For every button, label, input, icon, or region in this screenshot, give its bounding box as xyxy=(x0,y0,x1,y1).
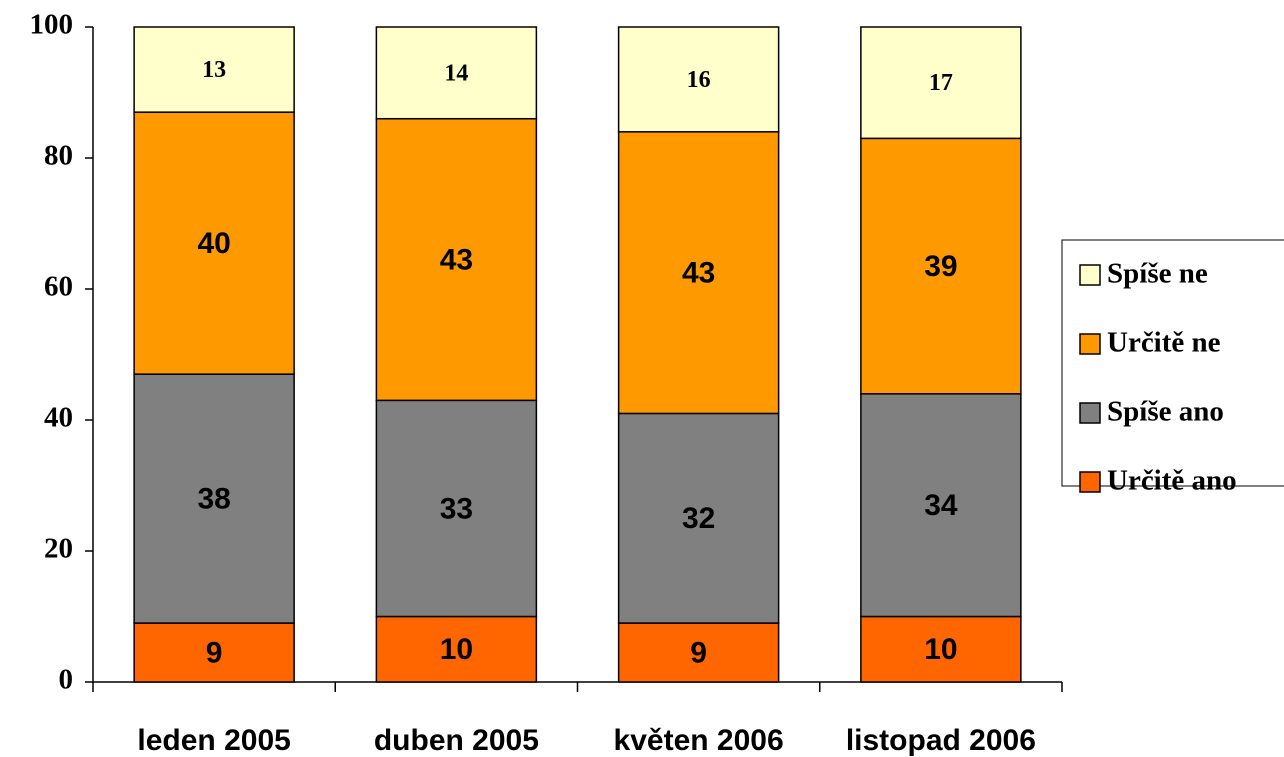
data-label: 43 xyxy=(440,243,473,276)
data-label: 32 xyxy=(682,502,715,535)
bar-segment xyxy=(617,26,780,133)
bar-segment xyxy=(860,137,1022,395)
legend-label: Spíše ano xyxy=(1107,396,1224,428)
y-tick-label: 100 xyxy=(30,9,74,41)
bar-segment xyxy=(617,622,780,683)
data-label: 10 xyxy=(440,633,473,666)
legend-label: Spíše ne xyxy=(1107,258,1208,290)
bar-segment xyxy=(133,111,295,375)
data-label: 10 xyxy=(924,633,957,666)
data-label: 43 xyxy=(682,257,715,290)
x-tick-label: listopad 2006 xyxy=(846,724,1036,757)
bar-segment xyxy=(375,26,538,120)
legend-swatch xyxy=(1079,471,1101,493)
data-label: 38 xyxy=(197,483,230,516)
bar-segment xyxy=(860,615,1022,683)
bar-segment xyxy=(375,117,538,402)
data-label: 9 xyxy=(690,636,707,669)
x-tick-label: leden 2005 xyxy=(137,724,290,757)
data-label: 13 xyxy=(202,57,226,83)
legend-label: Určitě ne xyxy=(1107,327,1221,359)
legend-swatch xyxy=(1079,402,1101,424)
legend-swatch xyxy=(1079,264,1101,286)
data-label: 39 xyxy=(924,250,957,283)
bar-segment xyxy=(375,615,538,683)
y-tick-label: 0 xyxy=(59,664,74,696)
data-label: 33 xyxy=(440,492,473,525)
data-label: 9 xyxy=(206,636,223,669)
data-label: 17 xyxy=(929,70,953,96)
legend-swatch xyxy=(1079,333,1101,355)
legend-label: Určitě ano xyxy=(1107,465,1237,497)
bar-segment xyxy=(133,26,295,113)
bar-segment xyxy=(133,373,295,624)
y-tick-label: 60 xyxy=(44,271,73,303)
bar-segment xyxy=(133,622,295,683)
x-tick-label: květen 2006 xyxy=(614,724,784,757)
bar-segment xyxy=(860,26,1022,140)
y-tick-label: 40 xyxy=(44,402,73,434)
bar-segment xyxy=(860,393,1022,618)
data-label: 40 xyxy=(197,227,230,260)
bar-segment xyxy=(375,399,538,618)
data-label: 14 xyxy=(444,60,468,86)
data-label: 16 xyxy=(687,67,711,93)
data-label: 34 xyxy=(924,489,958,522)
x-tick-label: duben 2005 xyxy=(374,724,539,757)
bar-segment xyxy=(617,412,780,624)
y-tick-label: 20 xyxy=(44,533,73,565)
y-tick-label: 80 xyxy=(44,140,73,172)
